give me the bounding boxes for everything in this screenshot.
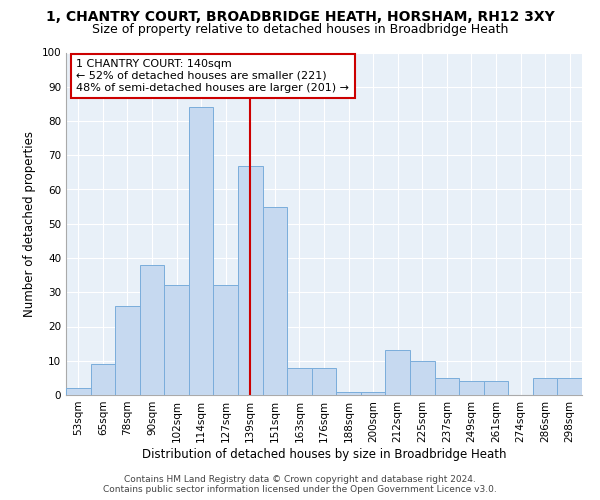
Bar — [115, 306, 140, 395]
Bar — [533, 378, 557, 395]
Bar — [189, 108, 214, 395]
Text: 1 CHANTRY COURT: 140sqm
← 52% of detached houses are smaller (221)
48% of semi-d: 1 CHANTRY COURT: 140sqm ← 52% of detache… — [76, 60, 349, 92]
Text: Size of property relative to detached houses in Broadbridge Heath: Size of property relative to detached ho… — [92, 22, 508, 36]
Bar — [410, 361, 434, 395]
Bar — [361, 392, 385, 395]
Text: Contains HM Land Registry data © Crown copyright and database right 2024.
Contai: Contains HM Land Registry data © Crown c… — [103, 474, 497, 494]
Bar — [385, 350, 410, 395]
Bar — [557, 378, 582, 395]
Bar — [66, 388, 91, 395]
Bar — [140, 265, 164, 395]
Bar — [484, 382, 508, 395]
Bar — [263, 206, 287, 395]
Bar — [164, 286, 189, 395]
Bar — [312, 368, 336, 395]
Bar — [459, 382, 484, 395]
Bar — [238, 166, 263, 395]
Bar — [91, 364, 115, 395]
Bar — [287, 368, 312, 395]
Text: 1, CHANTRY COURT, BROADBRIDGE HEATH, HORSHAM, RH12 3XY: 1, CHANTRY COURT, BROADBRIDGE HEATH, HOR… — [46, 10, 554, 24]
Bar — [214, 286, 238, 395]
Bar — [434, 378, 459, 395]
Bar — [336, 392, 361, 395]
Y-axis label: Number of detached properties: Number of detached properties — [23, 130, 36, 317]
X-axis label: Distribution of detached houses by size in Broadbridge Heath: Distribution of detached houses by size … — [142, 448, 506, 460]
